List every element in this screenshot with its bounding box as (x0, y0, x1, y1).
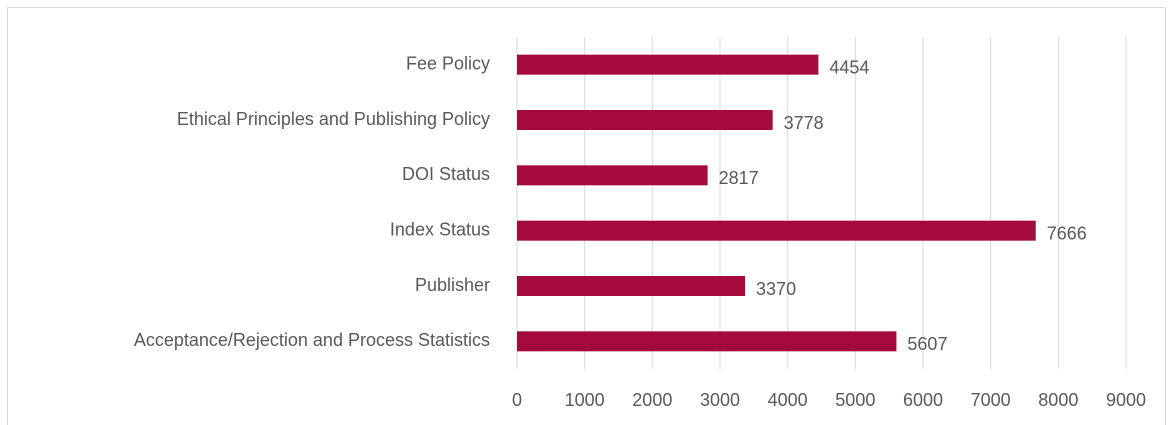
x-tick-label: 0 (512, 390, 522, 410)
data-label: 2817 (719, 168, 759, 188)
x-tick-label: 8000 (1038, 390, 1078, 410)
x-tick-label: 1000 (565, 390, 605, 410)
y-tick-label: Acceptance/Rejection and Process Statist… (134, 330, 490, 350)
bar (517, 110, 773, 130)
data-label: 4454 (829, 57, 869, 77)
x-tick-label: 3000 (700, 390, 740, 410)
bar (517, 220, 1036, 241)
bar (517, 276, 746, 296)
x-tick-label: 6000 (903, 390, 943, 410)
x-tick-label: 4000 (768, 390, 808, 410)
x-tick-label: 5000 (835, 390, 875, 410)
y-tick-label: Ethical Principles and Publishing Policy (177, 109, 490, 129)
y-tick-label: DOI Status (402, 164, 490, 184)
bar (517, 331, 897, 352)
bar (517, 165, 708, 186)
y-tick-label: Publisher (415, 275, 490, 295)
y-tick-label: Fee Policy (406, 53, 490, 73)
chart-border (7, 7, 1166, 425)
x-tick-label: 9000 (1106, 390, 1146, 410)
data-label: 3778 (784, 113, 824, 133)
x-tick-label: 7000 (971, 390, 1011, 410)
x-tick-label: 2000 (632, 390, 672, 410)
bar (517, 54, 819, 75)
data-label: 3370 (756, 279, 796, 299)
y-tick-label: Index Status (390, 219, 490, 239)
data-label: 5607 (907, 334, 947, 354)
data-label: 7666 (1047, 223, 1087, 243)
